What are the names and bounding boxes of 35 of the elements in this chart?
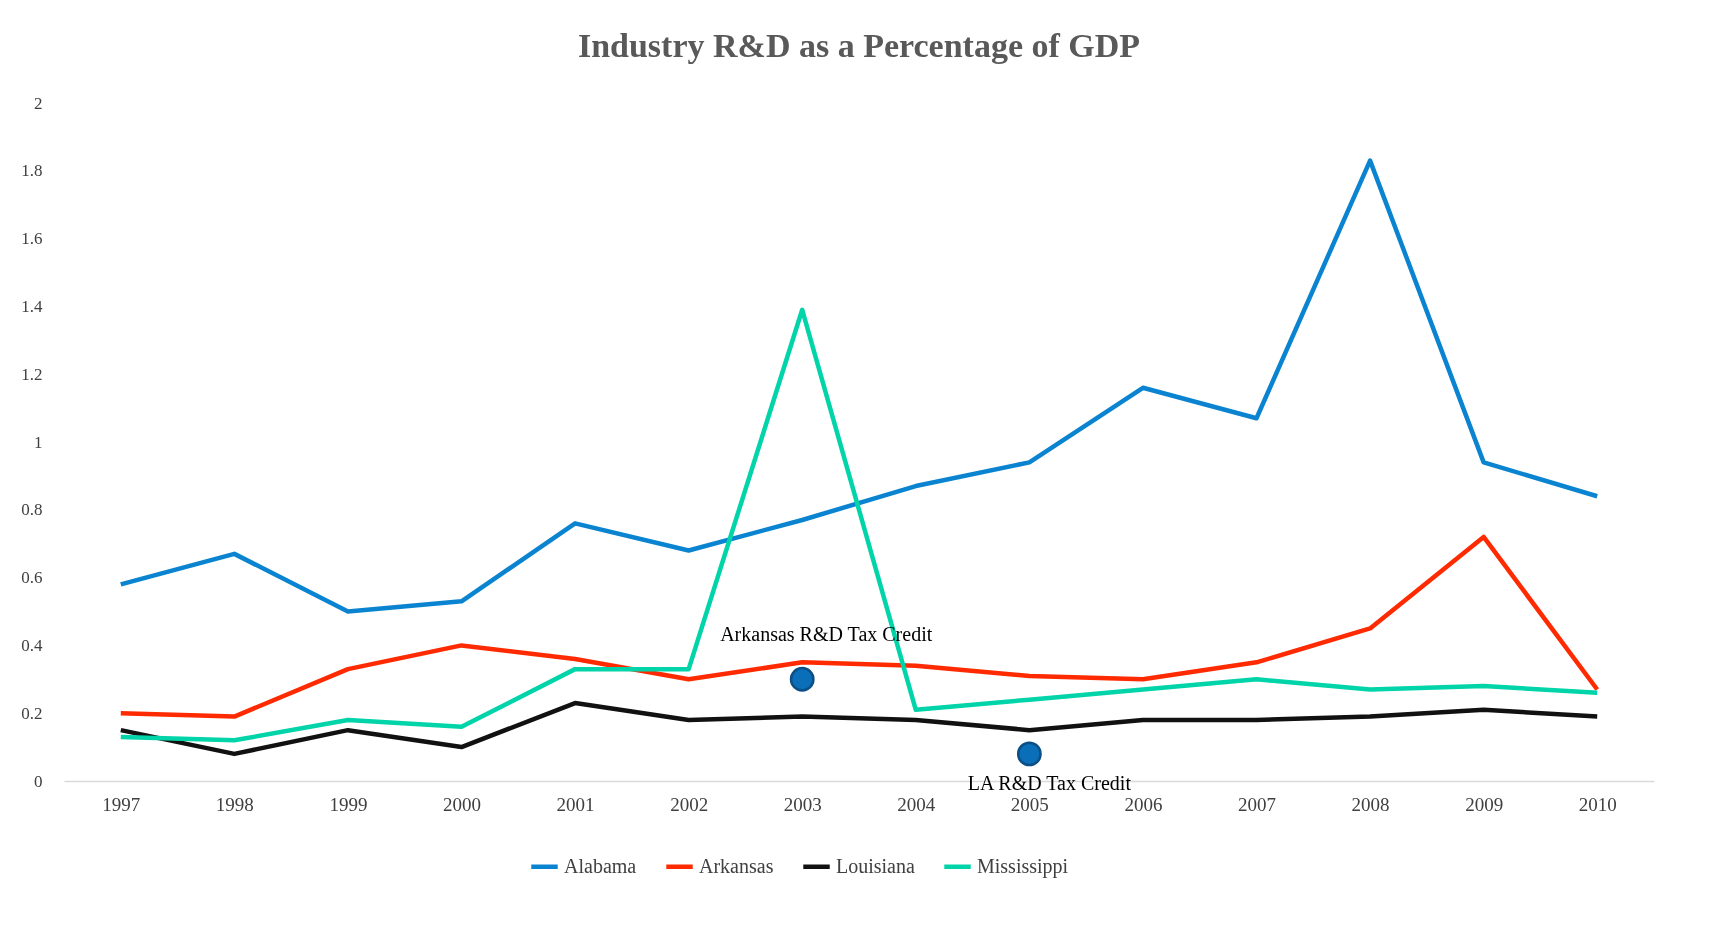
y-tick-label: 0.6: [21, 568, 43, 588]
x-tick-label: 2007: [1238, 793, 1276, 815]
y-tick-label: 1.6: [21, 229, 43, 249]
x-tick-label: 2006: [1124, 793, 1163, 815]
y-tick-label: 1.8: [21, 161, 43, 181]
y-tick-label: 1: [34, 432, 43, 452]
y-tick-label: 0.2: [21, 703, 43, 723]
x-tick-label: 2003: [783, 793, 822, 815]
x-tick-label: 1997: [102, 793, 141, 815]
y-tick-label: 2: [34, 93, 43, 113]
y-tick-label: 0: [34, 771, 43, 791]
line-series: [118, 700, 1600, 757]
legend-label: Alabama: [564, 854, 637, 877]
y-tick-label: 0.8: [21, 500, 43, 520]
x-tick-label: 2000: [443, 793, 481, 815]
annotation: LA R&D Tax Credit: [967, 771, 1132, 794]
x-tick-label: 2001: [556, 793, 595, 815]
y-tick-label: 0.4: [21, 635, 43, 655]
y-tick-label: 1.4: [21, 296, 43, 316]
x-tick-label: 1998: [215, 793, 254, 815]
chart-title: Industry R&D as a Percentage of GDP: [577, 27, 1141, 64]
y-tick-label: 1.2: [21, 364, 43, 384]
x-tick-label: 2008: [1351, 793, 1390, 815]
x-tick-label: 2005: [1010, 793, 1049, 815]
x-tick-label: 1999: [329, 793, 368, 815]
x-tick-label: 2010: [1578, 793, 1617, 815]
x-tick-label: 2002: [670, 793, 709, 815]
line-series: [118, 158, 1600, 614]
line-series: [118, 534, 1600, 719]
legend-label: Louisiana: [836, 854, 915, 877]
legend-label: Mississippi: [977, 854, 1069, 878]
line-series: [118, 307, 1600, 743]
x-tick-label: 2004: [897, 793, 936, 815]
legend-label: Arkansas: [699, 854, 774, 877]
x-tick-label: 2009: [1465, 793, 1504, 815]
